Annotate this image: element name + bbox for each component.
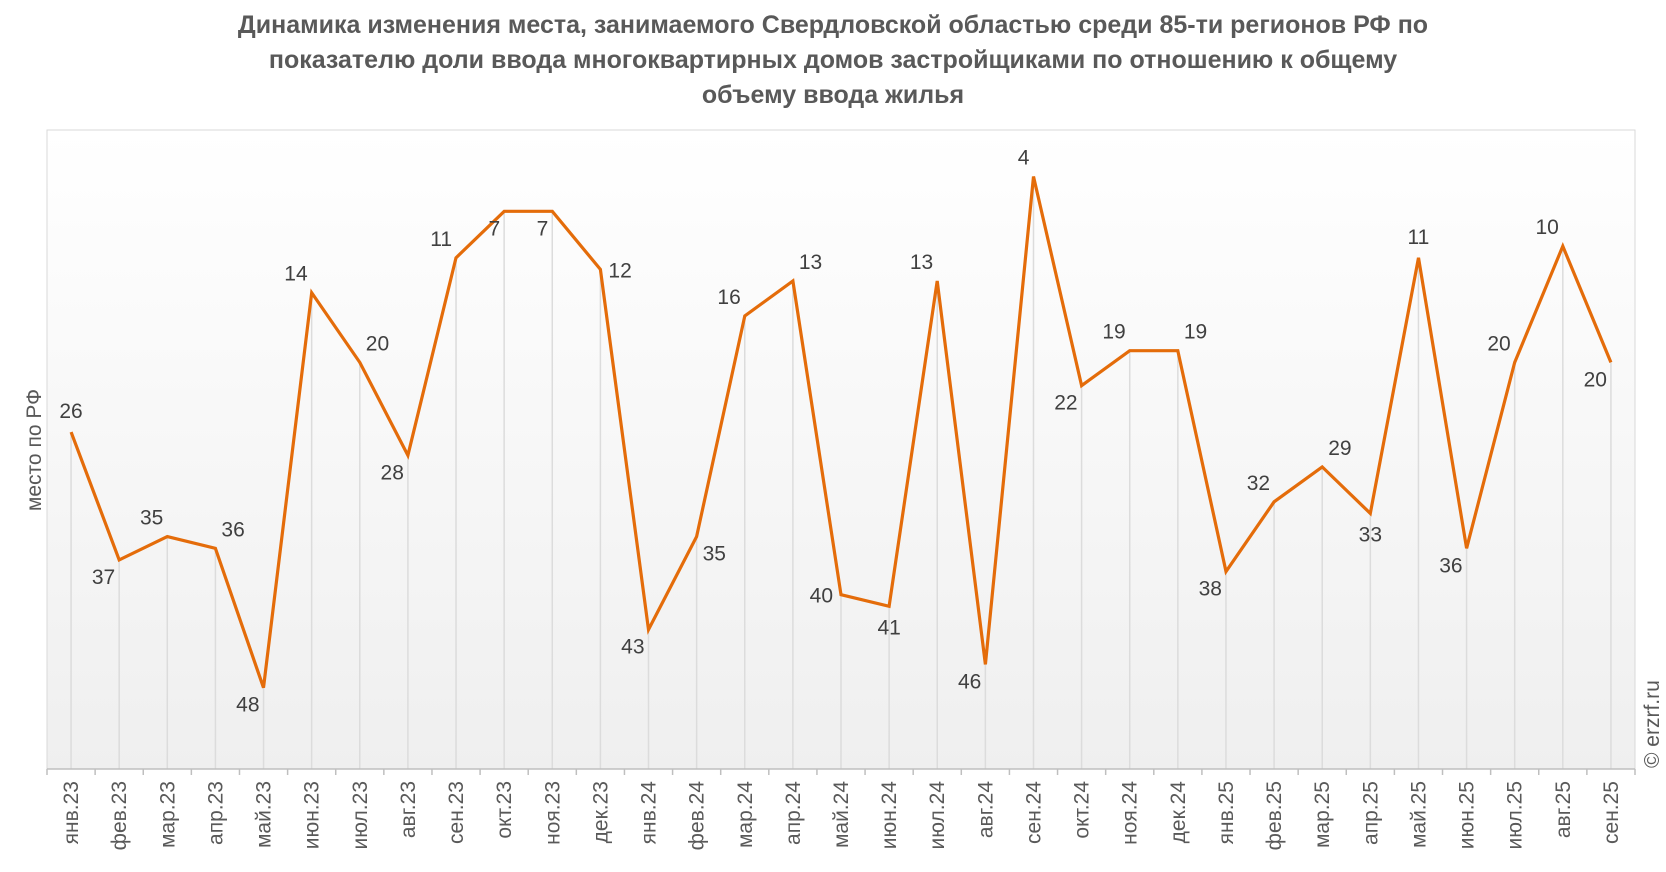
data-label: 7 (488, 217, 500, 240)
data-label: 12 (608, 259, 631, 282)
data-label: 29 (1328, 437, 1351, 460)
x-tick-label: авг.23 (397, 781, 420, 838)
data-label: 14 (284, 263, 308, 286)
x-tick-label: сен.24 (1022, 781, 1045, 844)
data-label: 43 (621, 636, 644, 659)
data-label: 10 (1535, 216, 1558, 239)
x-tick-label: мар.24 (734, 781, 757, 848)
x-tick-label: апр.23 (204, 781, 227, 845)
data-label: 11 (430, 228, 452, 251)
series-line (69, 176, 1613, 689)
data-label: 41 (877, 616, 900, 639)
data-label: 32 (1247, 472, 1270, 495)
x-tick-label: авг.24 (974, 781, 997, 838)
x-tick-label: сен.25 (1600, 781, 1623, 844)
data-label: 46 (958, 670, 981, 693)
x-tick-label: мар.23 (156, 781, 179, 848)
chart-title-line: Динамика изменения места, занимаемого Св… (237, 11, 1429, 39)
data-label: 37 (92, 566, 115, 589)
x-tick-label: апр.25 (1359, 781, 1382, 845)
data-label: 48 (236, 694, 259, 717)
x-tick-label: апр.24 (782, 781, 805, 845)
data-label: 13 (910, 251, 933, 274)
x-tick-label: янв.25 (1215, 781, 1238, 844)
data-label: 19 (1184, 321, 1207, 344)
data-label: 35 (140, 507, 163, 530)
data-label: 36 (1439, 554, 1462, 577)
data-label: 38 (1199, 577, 1222, 600)
data-label: 35 (703, 543, 726, 566)
x-tick-label: фев.24 (686, 781, 709, 851)
x-tick-label: май.25 (1407, 781, 1430, 848)
chart-title-line: объему ввода жилья (701, 81, 965, 109)
x-tick-label: окт.24 (1071, 781, 1094, 839)
data-label: 16 (717, 286, 740, 309)
watermark: © erzrf.ru (1641, 680, 1664, 768)
data-label: 20 (1584, 368, 1607, 391)
data-label: 36 (221, 518, 244, 541)
x-tick-label: июн.23 (301, 781, 324, 849)
data-label: 20 (366, 332, 389, 355)
x-tick-label: янв.24 (638, 781, 661, 845)
x-tick-label: авг.25 (1552, 781, 1575, 838)
x-tick-label: дек.24 (1167, 781, 1190, 844)
y-axis-label: место по РФ (23, 389, 46, 511)
x-tick-label: мар.25 (1311, 781, 1334, 848)
data-label: 22 (1054, 392, 1077, 415)
x-tick-label: июн.24 (878, 781, 901, 850)
x-tick-label: май.23 (253, 781, 276, 848)
data-label: 19 (1102, 321, 1125, 344)
x-tick-label: янв.23 (60, 781, 83, 844)
data-label: 20 (1487, 332, 1510, 355)
x-tick-label: ноя.23 (541, 781, 564, 845)
data-label: 26 (59, 400, 82, 423)
x-tick-label: июл.23 (349, 781, 372, 849)
x-tick-label: дек.23 (589, 781, 612, 843)
chart-title-line: показателю доли ввода многоквартирных до… (268, 46, 1398, 74)
x-tick-label: фев.25 (1263, 781, 1286, 850)
data-label: 28 (381, 461, 404, 484)
x-tick-label: июл.25 (1504, 781, 1527, 849)
data-label: 7 (537, 217, 549, 240)
chart-title: Динамика изменения места, занимаемого Св… (0, 8, 1666, 113)
x-tick-label: фев.23 (108, 781, 131, 850)
x-tick-label: май.24 (830, 781, 853, 848)
x-tick-label: окт.23 (493, 781, 516, 839)
data-label: 4 (1018, 146, 1030, 169)
data-label: 13 (799, 251, 822, 274)
data-label: 11 (1408, 226, 1430, 249)
data-label: 33 (1359, 523, 1382, 546)
x-tick-label: сен.23 (445, 781, 468, 844)
x-tick-label: ноя.24 (1119, 781, 1142, 845)
x-tick-label: июн.25 (1456, 781, 1479, 849)
x-tick-label: июл.24 (926, 781, 949, 850)
data-label: 40 (810, 585, 833, 608)
